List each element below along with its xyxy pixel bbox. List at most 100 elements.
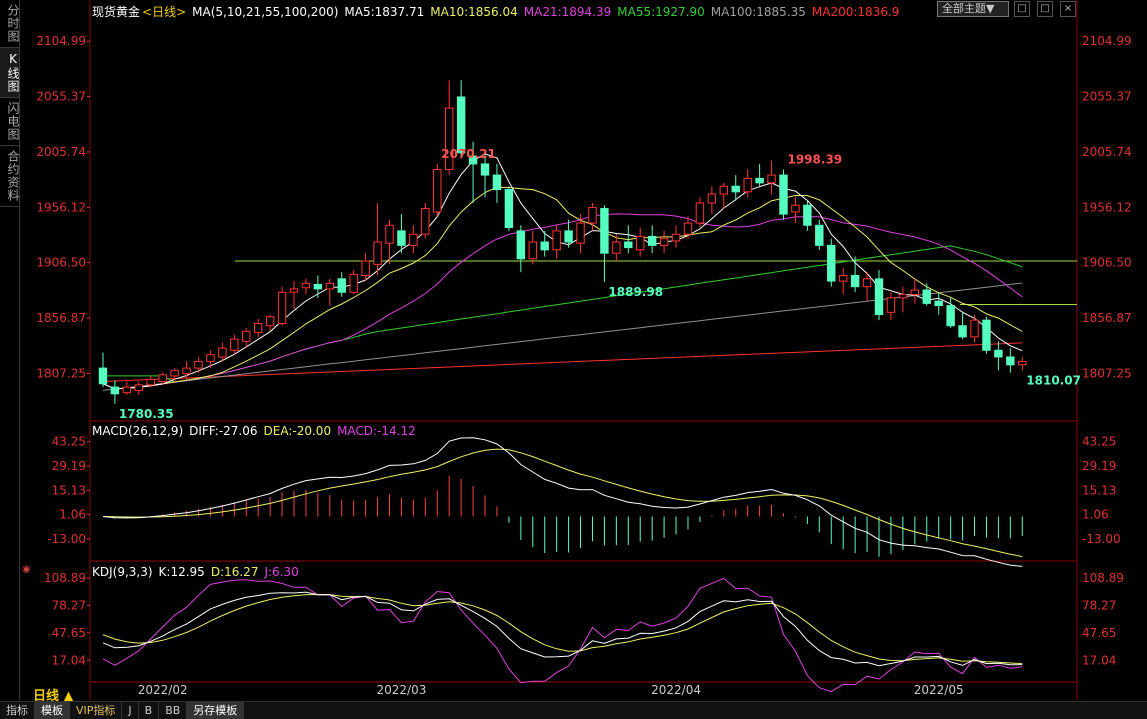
kdj-legend: KDJ(9,3,3) K:12.95 D:16.27 J:6.30: [92, 565, 305, 579]
price-tick-label: 2055.37: [36, 90, 86, 104]
candle-body: [755, 177, 764, 184]
tab-indicator[interactable]: 指标: [0, 702, 35, 719]
candle-body: [206, 354, 215, 362]
period-name: <日线>: [142, 5, 187, 19]
kdj-tick-label: 17.04: [1082, 653, 1116, 667]
candle-body: [803, 204, 812, 226]
candle-body: [600, 208, 609, 254]
candle-body: [552, 230, 561, 251]
price-tick-label: 1956.12: [1082, 200, 1132, 214]
candle-body: [1006, 356, 1015, 366]
candle-body: [850, 275, 860, 288]
price-annotation: 1780.35: [119, 407, 174, 421]
price-tick-label: 2005.74: [1082, 145, 1132, 159]
candle-body: [838, 275, 848, 282]
price-tick-label: 2005.74: [36, 145, 86, 159]
candle-body: [313, 283, 323, 290]
candle-body: [253, 322, 263, 333]
candle-body: [456, 96, 466, 154]
macd-dea: DEA:-20.00: [263, 424, 332, 438]
macd-tick-label: 29.19: [52, 459, 86, 473]
candle-body: [122, 386, 132, 394]
candle-body: [230, 338, 239, 351]
macd-tick-label: -13.00: [1082, 532, 1121, 546]
candle-body: [791, 204, 800, 213]
tab-b[interactable]: B: [139, 702, 160, 719]
date-label: 2022/04: [651, 683, 701, 697]
candle-body: [146, 378, 155, 386]
price-tick-label: 1956.12: [36, 200, 86, 214]
save-template-button[interactable]: 另存模板: [187, 702, 245, 719]
side-tabs: 分时图 K线图 闪电图 合约资料: [0, 0, 20, 700]
candle-body: [301, 282, 311, 289]
d-line: [102, 594, 1023, 665]
tab-vip-indicator[interactable]: VIP指标: [70, 702, 123, 719]
candle-body: [385, 224, 394, 244]
candle-body: [468, 155, 478, 165]
candle-body: [576, 222, 585, 244]
candle-body: [134, 384, 143, 391]
candle-body: [433, 168, 442, 213]
candle-body: [194, 360, 203, 369]
candle-body: [158, 374, 167, 383]
maximize-button[interactable]: □: [1037, 1, 1053, 17]
ma55-line: [103, 245, 1023, 383]
candle-body: [492, 174, 502, 191]
candle-body: [946, 305, 955, 327]
ma-params: MA(5,10,21,55,100,200): [192, 5, 339, 19]
kdj-k: K:12.95: [158, 565, 205, 579]
macd-value: MACD:-14.12: [337, 424, 416, 438]
candle-body: [182, 367, 191, 375]
tab-timeshare[interactable]: 分时图: [0, 0, 20, 48]
theme-select[interactable]: 全部主题▼: [937, 1, 1009, 17]
macd-tick-label: -13.00: [47, 532, 86, 546]
date-label: 2022/05: [914, 683, 964, 697]
candle-body: [480, 163, 490, 176]
candle-body: [409, 233, 418, 246]
tab-kline[interactable]: K线图: [0, 48, 20, 98]
candle-body: [337, 278, 346, 293]
tab-j[interactable]: J: [122, 702, 139, 719]
close-button[interactable]: ×: [1060, 1, 1076, 17]
ma10-value: MA10:1856.04: [430, 5, 518, 19]
candle-body: [671, 233, 681, 242]
candle-body: [779, 174, 788, 215]
tab-template[interactable]: 模板: [35, 702, 70, 719]
ma21-value: MA21:1894.39: [523, 5, 612, 19]
price-tick-label: 2055.37: [1082, 90, 1132, 104]
kdj-tick-label: 78.27: [1082, 598, 1116, 612]
candle-body: [397, 230, 406, 246]
k-line: [102, 591, 1023, 667]
candle-body: [528, 241, 537, 260]
tab-bb[interactable]: BB: [159, 702, 188, 719]
macd-tick-label: 15.13: [52, 483, 86, 497]
candle-body: [624, 241, 633, 249]
period-button[interactable]: 日线 ▲: [33, 689, 74, 704]
kdj-tick-label: 108.89: [1082, 571, 1124, 585]
ma5-value: MA5:1837.71: [344, 5, 425, 19]
candle-body: [743, 177, 752, 193]
candle-body: [110, 386, 120, 395]
symbol-name: 现货黄金: [92, 5, 141, 19]
date-label: 2022/02: [138, 683, 188, 697]
chart-canvas[interactable]: 2104.99 2104.99 2055.37 2055.37 2005.74 2005.…: [0, 0, 1147, 700]
ma100-line: [102, 282, 1023, 391]
candle-body: [970, 319, 979, 338]
price-annotation: 1998.39: [787, 152, 842, 166]
candle-body: [373, 241, 382, 265]
price-tick-label: 1906.50: [36, 256, 86, 270]
kdj-tick-label: 108.89: [44, 571, 86, 585]
tab-flash[interactable]: 闪电图: [0, 98, 20, 146]
candle-body: [827, 244, 836, 282]
candle-body: [886, 297, 896, 313]
candle-body: [683, 222, 693, 235]
candle-body: [98, 367, 108, 385]
tab-contract-info[interactable]: 合约资料: [0, 146, 20, 207]
candle-body: [445, 107, 454, 170]
candle-body: [265, 316, 275, 327]
candle-body: [647, 235, 657, 246]
settings-icon[interactable]: ◉: [22, 564, 31, 575]
macd-tick-label: 43.25: [1082, 435, 1116, 449]
ma21-line: [102, 213, 1023, 390]
restore-button[interactable]: □: [1014, 1, 1030, 17]
